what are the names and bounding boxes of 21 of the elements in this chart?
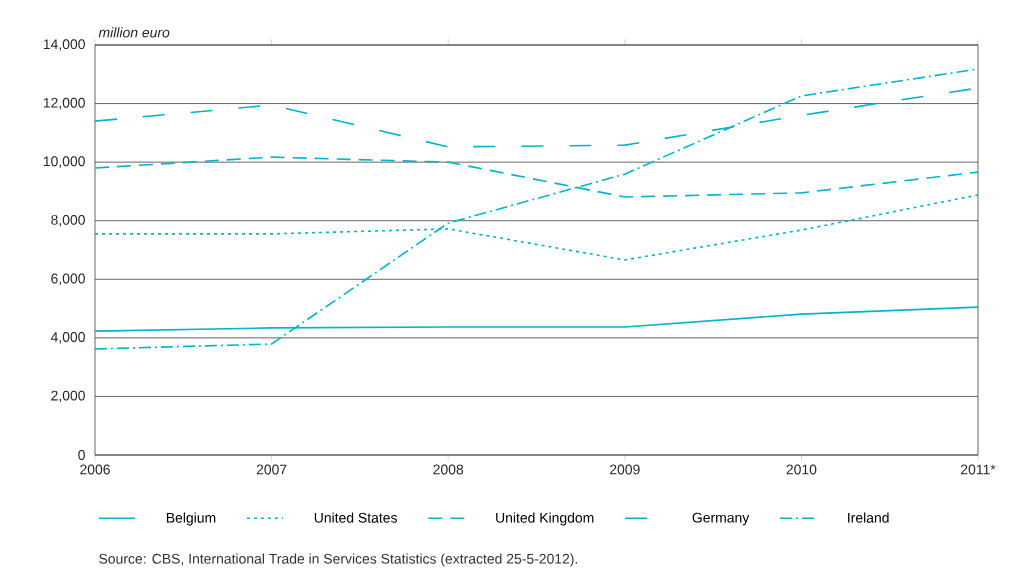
y-axis-title: million euro: [98, 27, 170, 38]
source-note: Source: CBS, International Trade in Services Statistics (extracted 25-5-2012).: [99, 553, 578, 567]
legend-label: Germany: [692, 512, 750, 526]
y-tick-label: 8,000: [51, 214, 85, 227]
x-tick-label: 2009: [609, 464, 640, 475]
x-tick-label: 2006: [80, 464, 110, 475]
y-tick-label: 4,000: [50, 332, 85, 344]
y-tick-label: 10,000: [43, 156, 85, 168]
y-tick-label: 14,000: [43, 39, 85, 51]
x-tick-label: 2007: [256, 464, 287, 475]
legend-label: United States: [314, 512, 397, 523]
y-tick-label: 2,000: [51, 390, 85, 403]
legend-label: Belgium: [166, 512, 216, 526]
x-tick-label: 2010: [786, 464, 817, 475]
y-tick-label: 0: [78, 450, 85, 460]
x-tick-label: 2011*: [961, 464, 996, 475]
y-tick-label: 12,000: [43, 97, 85, 110]
x-tick-label: 2008: [433, 464, 464, 475]
legend-label: United Kingdom: [496, 512, 594, 526]
y-tick-label: 6,000: [51, 273, 85, 286]
legend-label: Ireland: [848, 512, 889, 523]
